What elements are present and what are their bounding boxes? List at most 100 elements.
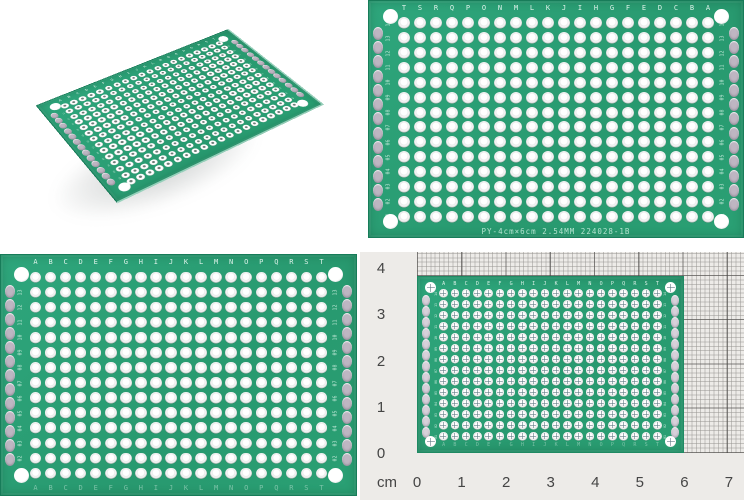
- edge-pad: [5, 285, 15, 298]
- solder-pad: [670, 47, 682, 59]
- column-letter-label: K: [179, 483, 194, 493]
- edge-pad: [671, 405, 679, 416]
- solder-pad: [225, 407, 237, 419]
- solder-pad: [135, 347, 147, 359]
- solder-pad: [105, 377, 117, 389]
- row-number-label: 05: [721, 154, 726, 160]
- row-number-label: 08: [663, 358, 666, 362]
- solder-pad: [507, 322, 516, 331]
- edge-pad: [729, 127, 739, 140]
- solder-pad: [446, 62, 458, 74]
- edge-pad: [729, 155, 739, 168]
- solder-pad: [631, 388, 640, 397]
- solder-pad: [240, 422, 252, 434]
- solder-pad: [30, 332, 42, 344]
- solder-pad: [496, 311, 505, 320]
- solder-pad: [608, 289, 617, 298]
- solder-pad: [439, 333, 448, 342]
- ruler-y-label: 1: [368, 399, 394, 416]
- solder-pad: [631, 311, 640, 320]
- column-letter-label: F: [103, 257, 118, 267]
- row-number-label: 03: [387, 184, 392, 190]
- solder-pad: [638, 17, 650, 29]
- edge-pad: [422, 317, 430, 328]
- solder-pad: [271, 272, 283, 284]
- column-letter-label: P: [607, 440, 618, 450]
- row-number-label: 03: [434, 413, 437, 417]
- solder-pad: [494, 32, 506, 44]
- solder-pad: [606, 181, 618, 193]
- solder-pad: [494, 77, 506, 89]
- solder-pad: [542, 136, 554, 148]
- solder-pad: [608, 377, 617, 386]
- row-number-label: 10: [434, 336, 437, 340]
- solder-pad: [541, 344, 550, 353]
- solder-pad: [654, 107, 666, 119]
- solder-pad: [439, 300, 448, 309]
- mounting-hole: [714, 214, 729, 229]
- solder-pad: [484, 421, 493, 430]
- solder-pad: [210, 438, 222, 450]
- column-letter-label: H: [588, 3, 604, 13]
- solder-pad: [45, 407, 57, 419]
- row-number-label: 04: [279, 87, 283, 89]
- solder-pad: [165, 362, 177, 374]
- solder-pad: [563, 366, 572, 375]
- solder-pad: [510, 121, 522, 133]
- column-letter-label: M: [209, 257, 224, 267]
- edge-pad: [422, 328, 430, 339]
- solder-pad: [638, 62, 650, 74]
- solder-pad: [529, 322, 538, 331]
- column-letter-label: B: [43, 257, 58, 267]
- solder-pad: [622, 32, 634, 44]
- edge-pad: [729, 198, 739, 211]
- solder-pad: [484, 399, 493, 408]
- edge-pad: [373, 70, 383, 83]
- photo-front-side-view: ABCDEFGHIJKLMNOPQRSTABCDEFGHIJKLMNOPQRST…: [0, 254, 357, 496]
- edge-pad: [422, 416, 430, 427]
- solder-pad: [542, 211, 554, 223]
- solder-pad: [654, 181, 666, 193]
- solder-pad: [301, 347, 313, 359]
- solder-pad: [75, 407, 87, 419]
- solder-pad: [90, 272, 102, 284]
- solder-pad: [30, 317, 42, 329]
- solder-pad: [462, 17, 474, 29]
- solder-pad: [529, 300, 538, 309]
- edge-pad-column-left: [5, 284, 15, 466]
- row-number-label: 08: [721, 110, 726, 116]
- solder-pad: [462, 92, 474, 104]
- solder-pad: [529, 333, 538, 342]
- row-number-label: 02: [721, 199, 726, 205]
- column-letter-label: S: [299, 483, 314, 493]
- solder-pad: [135, 317, 147, 329]
- solder-pad: [439, 421, 448, 430]
- solder-pad: [670, 107, 682, 119]
- solder-pad: [542, 196, 554, 208]
- solder-pad: [225, 302, 237, 314]
- solder-pad: [451, 300, 460, 309]
- solder-pad: [462, 388, 471, 397]
- solder-pad: [590, 107, 602, 119]
- solder-pad: [473, 355, 482, 364]
- solder-pad: [619, 311, 628, 320]
- column-letter-label: E: [88, 483, 103, 493]
- solder-pad: [195, 302, 207, 314]
- column-letter-label: F: [103, 483, 118, 493]
- solder-pad: [30, 272, 42, 284]
- edge-pad: [5, 383, 15, 396]
- solder-pad: [518, 322, 527, 331]
- row-number-label: 05: [434, 391, 437, 395]
- solder-pad: [90, 377, 102, 389]
- solder-pad: [574, 107, 586, 119]
- solder-pad: [195, 468, 207, 480]
- column-letter-label: G: [604, 3, 620, 13]
- solder-pad: [631, 333, 640, 342]
- row-number-label: 11: [721, 65, 726, 71]
- column-letter-label: N: [224, 483, 239, 493]
- solder-pad: [150, 468, 162, 480]
- solder-pad: [172, 156, 183, 164]
- edge-pad: [342, 383, 352, 396]
- solder-pad: [507, 421, 516, 430]
- column-letter-label: C: [58, 257, 73, 267]
